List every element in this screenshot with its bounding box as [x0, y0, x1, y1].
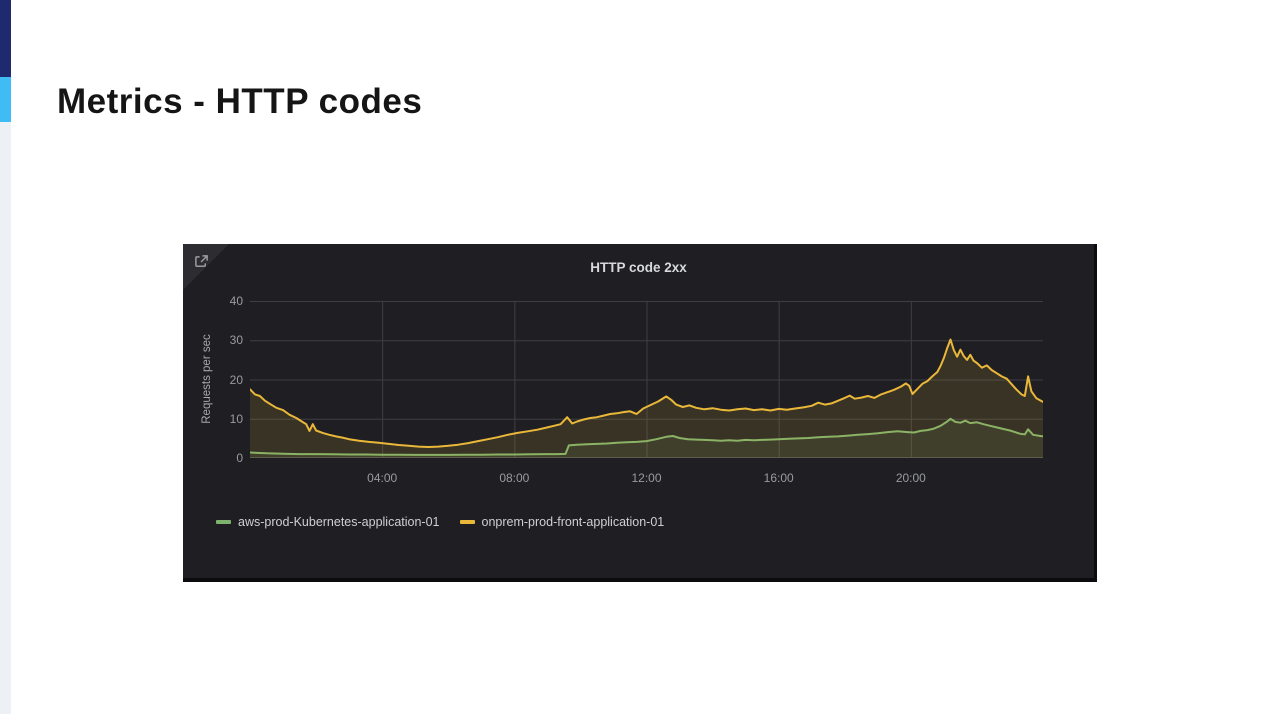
- x-tick-label: 08:00: [499, 471, 530, 485]
- grafana-panel: HTTP code 2xx Requests per sec 0 10 20 30 40…: [183, 244, 1097, 582]
- legend-item[interactable]: onprem-prod-front-application-01: [459, 515, 665, 529]
- y-tick-label: 30: [229, 333, 243, 348]
- legend-series-label: onprem-prod-front-application-01: [481, 515, 665, 529]
- chart-title[interactable]: HTTP code 2xx: [590, 260, 687, 275]
- y-tick-label: 10: [229, 411, 243, 426]
- panel-corner-decoration: [183, 244, 229, 290]
- chart-legend: aws-prod-Kubernetes-application-01 onprem…: [216, 515, 664, 529]
- legend-series-color-dash: [216, 520, 231, 524]
- x-tick-label: 04:00: [367, 471, 398, 485]
- external-link-icon[interactable]: [194, 254, 209, 269]
- y-tick-label: 0: [236, 451, 243, 465]
- x-tick-label: 16:00: [763, 471, 794, 485]
- x-tick-label: 20:00: [895, 471, 926, 485]
- chart-plot-area[interactable]: [250, 301, 1043, 458]
- page-title: Metrics - HTTP codes: [57, 82, 423, 121]
- chart-plot-svg: [250, 301, 1043, 458]
- y-tick-label: 40: [229, 294, 243, 308]
- x-tick-label: 12:00: [631, 471, 662, 485]
- accent-bar-blue: [0, 77, 11, 122]
- accent-bar-gray: [0, 122, 11, 714]
- accent-bar-navy: [0, 0, 11, 77]
- legend-series-label: aws-prod-Kubernetes-application-01: [238, 515, 440, 529]
- legend-item[interactable]: aws-prod-Kubernetes-application-01: [216, 515, 440, 529]
- legend-series-color-dash: [459, 520, 475, 524]
- y-tick-label: 20: [229, 372, 243, 387]
